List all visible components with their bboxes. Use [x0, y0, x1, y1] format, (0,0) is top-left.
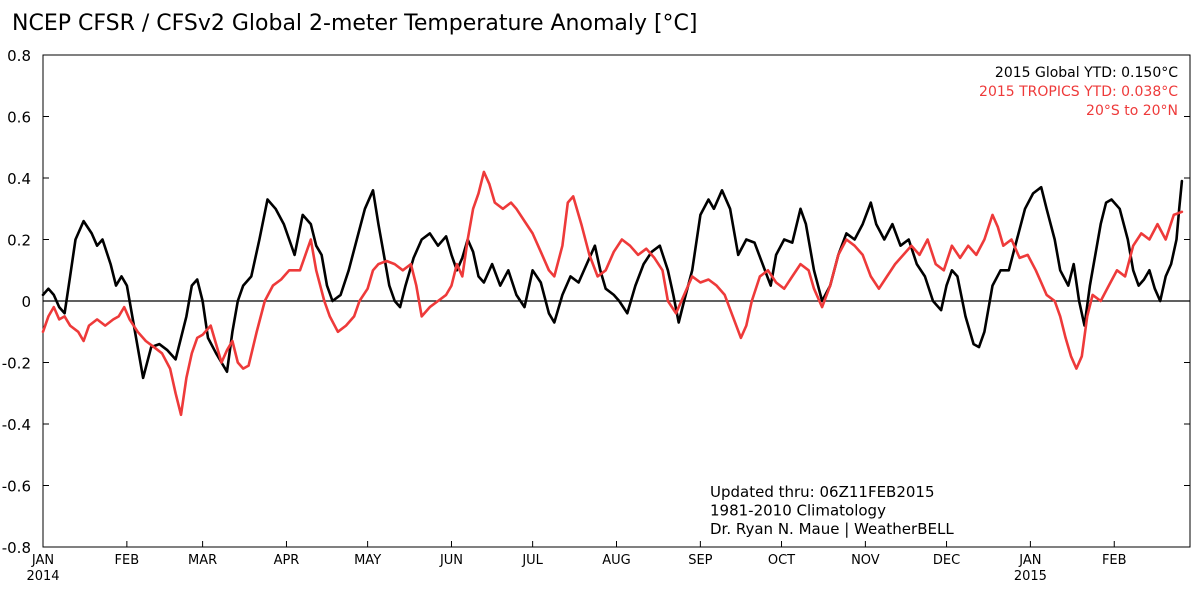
x-tick-label: NOV — [851, 553, 880, 568]
ytd-annotation: 2015 TROPICS YTD: 0.038°C — [979, 84, 1178, 100]
x-tick-label: JUL — [521, 553, 543, 568]
y-tick-label: 0.4 — [7, 170, 31, 188]
y-tick-label: 0.2 — [7, 232, 31, 250]
x-tick-label: JUN — [439, 553, 463, 568]
chart-title: NCEP CFSR / CFSv2 Global 2-meter Tempera… — [12, 11, 698, 36]
x-tick-label: MAR — [188, 553, 217, 568]
x-tick-label: FEB — [1102, 553, 1127, 568]
y-tick-label: -0.6 — [2, 478, 31, 496]
x-tick-label: OCT — [768, 553, 795, 568]
x-tick-label: FEB — [115, 553, 140, 568]
x-tick-label: APR — [274, 553, 300, 568]
ytd-annotation: 20°S to 20°N — [1086, 103, 1178, 119]
y-axis: -0.8 -0.6 -0.4 -0.2 0 0.2 0.4 0.6 0.8 — [2, 47, 1190, 557]
y-tick-label: -0.8 — [2, 539, 31, 557]
x-tick-label: DEC — [933, 553, 960, 568]
x-tick-label: AUG — [602, 553, 630, 568]
ytd-annotation: 2015 Global YTD: 0.150°C — [995, 65, 1178, 81]
y-tick-label: -0.4 — [2, 416, 31, 434]
series-line-global — [41, 179, 1184, 380]
credit-annotation: Updated thru: 06Z11FEB2015 — [710, 483, 935, 501]
x-tick-year-label: 2014 — [26, 569, 59, 584]
ytd-annotations: 2015 Global YTD: 0.150°C 2015 TROPICS YTD… — [979, 65, 1178, 119]
x-tick-label: MAY — [354, 553, 381, 568]
y-tick-label: 0.8 — [7, 47, 31, 65]
y-tick-label: -0.2 — [2, 355, 31, 373]
x-tick-label: SEP — [688, 553, 712, 568]
x-tick-year-label: 2015 — [1014, 569, 1047, 584]
credit-annotation: Dr. Ryan N. Maue | WeatherBELL — [710, 520, 954, 538]
series-layer — [41, 170, 1184, 417]
series-line-tropics — [41, 170, 1184, 417]
x-tick-label: JAN — [31, 553, 54, 568]
credit-annotation: 1981-2010 Climatology — [710, 502, 886, 520]
y-tick-label: 0 — [21, 293, 31, 311]
y-tick-label: 0.6 — [7, 109, 31, 127]
x-tick-label: JAN — [1018, 553, 1041, 568]
